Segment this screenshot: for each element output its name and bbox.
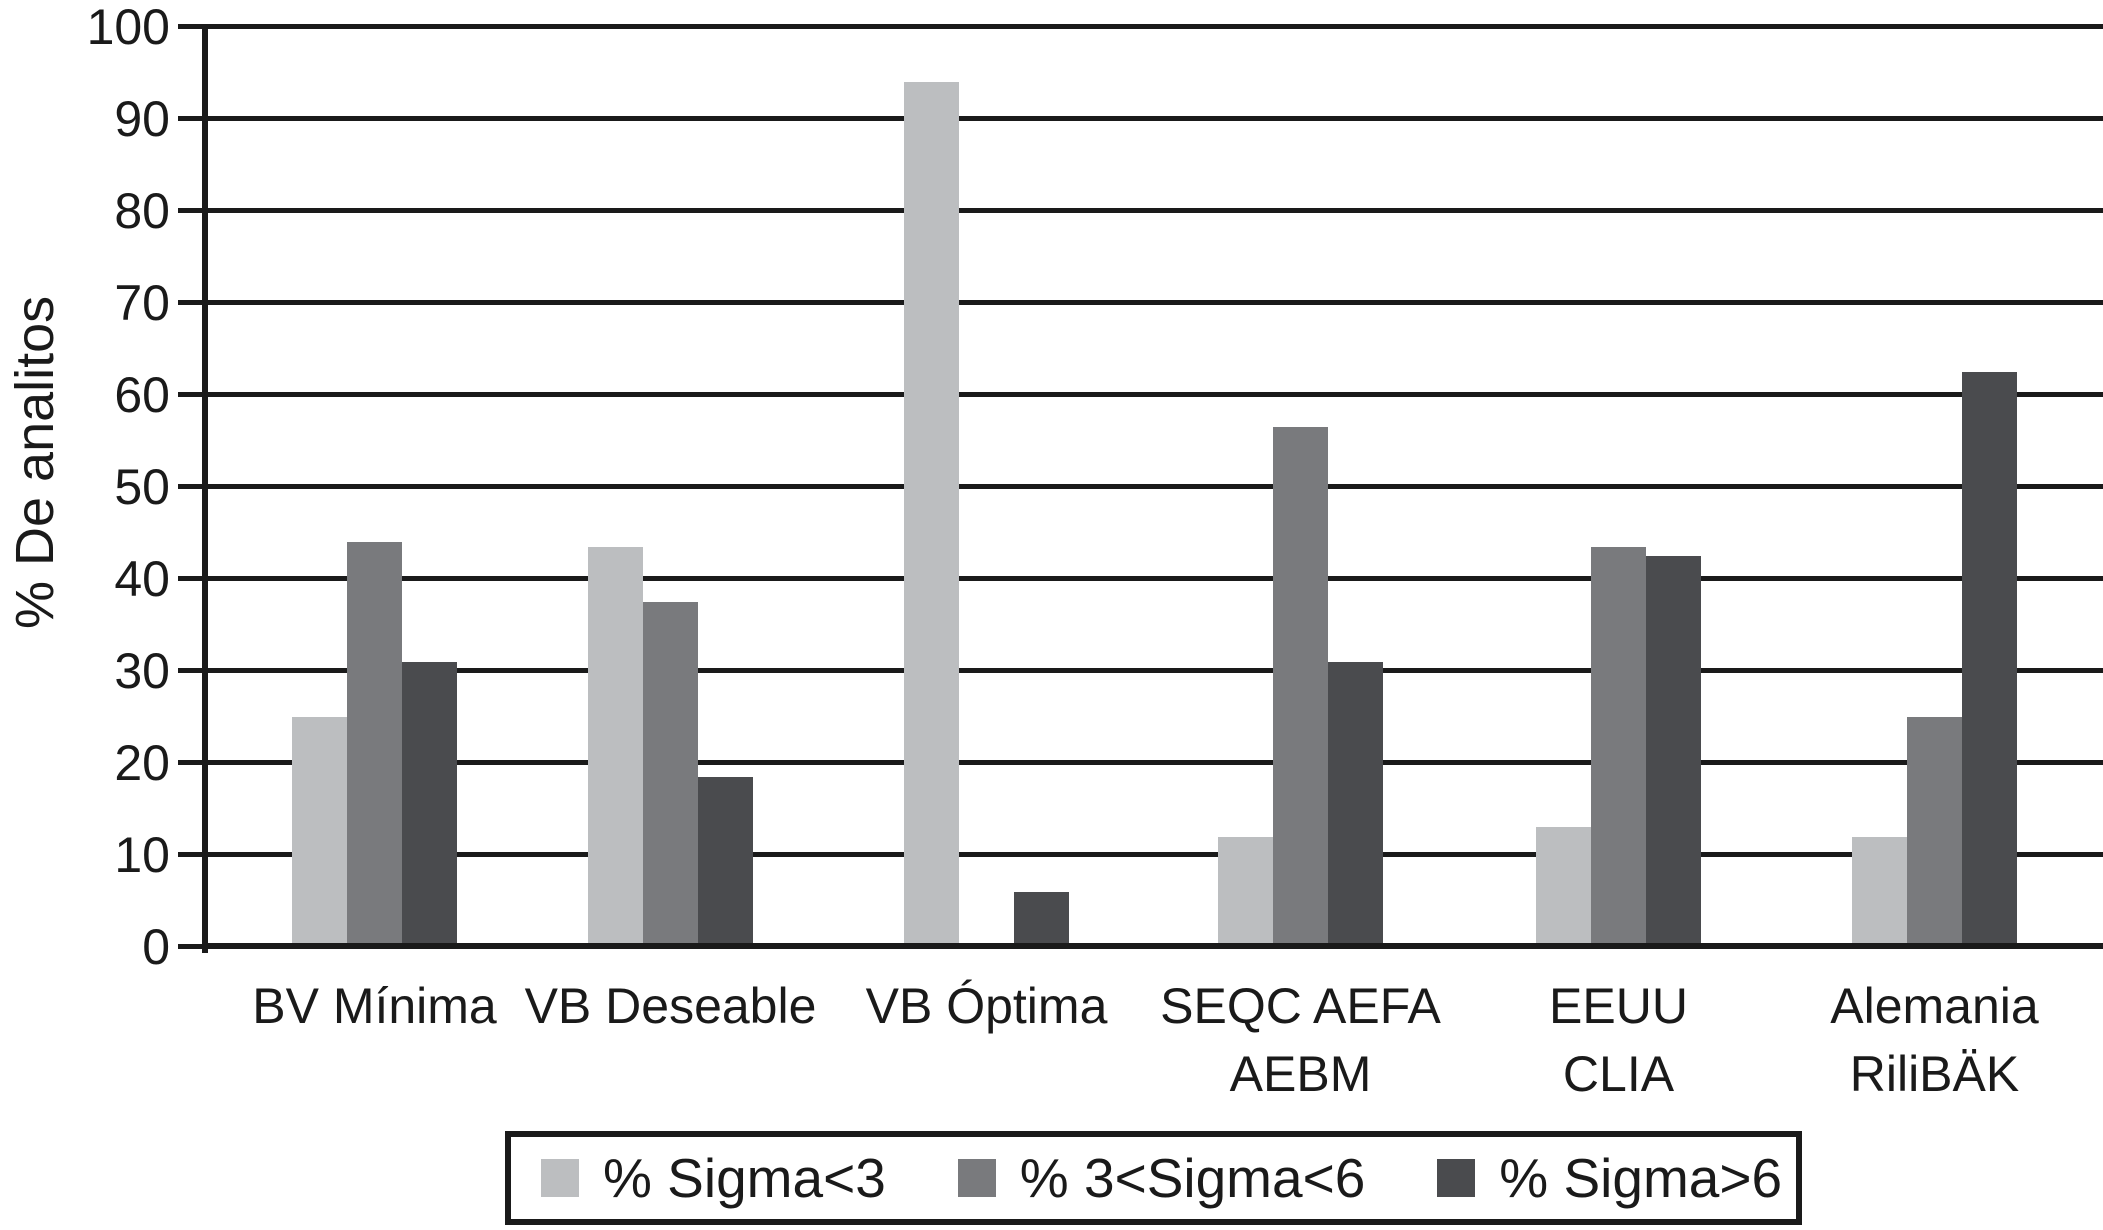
gridline-100: [208, 24, 2103, 29]
bar-s1-c3: [1273, 427, 1328, 947]
bar-s1-c5: [1907, 717, 1962, 947]
category-label-line: VB Óptima: [865, 978, 1108, 1034]
gridline-40: [208, 576, 2103, 581]
category-label-5: Alemania RiliBÄK: [1715, 972, 2103, 1108]
gridline-90: [208, 116, 2103, 121]
bar-s2-c0: [402, 661, 457, 947]
legend-label-2: % Sigma>6: [1499, 1147, 1783, 1209]
bar-s0-c3: [1218, 836, 1273, 947]
legend-entry-2: % Sigma>6: [1437, 1146, 1782, 1210]
gridline-10: [208, 852, 2103, 857]
y-tick-0: [178, 944, 208, 949]
category-label-line: RiliBÄK: [1849, 1046, 2020, 1102]
y-tick-label-10: 10: [114, 827, 170, 883]
bar-s0-c4: [1536, 827, 1591, 947]
bar-s1-c1: [643, 602, 698, 947]
category-label-line: CLIA: [1562, 1046, 1675, 1102]
y-tick-40: [178, 576, 208, 581]
legend-swatch-2: [1437, 1159, 1476, 1197]
legend: % Sigma<3 % 3<Sigma<6 % Sigma>6: [505, 1131, 1802, 1225]
y-tick-label-90: 90: [114, 91, 170, 147]
category-label-line: BV Mínima: [252, 978, 497, 1034]
bar-s0-c0: [292, 717, 347, 947]
gridline-20: [208, 760, 2103, 765]
category-label-line: Alemania: [1830, 978, 2039, 1034]
category-label-line: SEQC AEFA: [1160, 978, 1441, 1034]
bar-s0-c2: [904, 82, 959, 947]
gridline-60: [208, 392, 2103, 397]
y-tick-90: [178, 116, 208, 121]
gridline-30: [208, 668, 2103, 673]
category-label-line: VB Deseable: [524, 978, 817, 1034]
legend-label-1: % 3<Sigma<6: [1019, 1147, 1366, 1209]
x-axis-baseline: [208, 943, 2103, 949]
category-label-2: VB Óptima: [767, 972, 1207, 1040]
legend-entry-0: % Sigma<3: [541, 1146, 886, 1210]
gridline-80: [208, 208, 2103, 213]
y-tick-label-80: 80: [114, 183, 170, 239]
category-label-4: EEUU CLIA: [1399, 972, 1839, 1108]
y-tick-label-50: 50: [114, 459, 170, 515]
category-label-0: BV Mínima: [155, 972, 595, 1040]
y-tick-label-20: 20: [114, 735, 170, 791]
plot-area: 0 10 20 30 40 50 60 70 80 90 100: [87, 0, 2103, 975]
y-tick-60: [178, 392, 208, 397]
y-tick-20: [178, 760, 208, 765]
y-tick-70: [178, 300, 208, 305]
category-label-line: AEBM: [1229, 1046, 1372, 1102]
category-label-line: EEUU: [1549, 978, 1688, 1034]
x-axis-labels: BV Mínima VB Deseable VB Óptima SEQC AEFA AE…: [208, 972, 2103, 1132]
bar-s0-c1: [588, 546, 643, 947]
legend-label-0: % Sigma<3: [603, 1147, 886, 1209]
y-tick-label-60: 60: [114, 367, 170, 423]
category-label-1: VB Deseable: [451, 972, 891, 1040]
bar-s1-c4: [1591, 546, 1646, 947]
bar-s2-c2: [1014, 891, 1069, 947]
gridline-70: [208, 300, 2103, 305]
y-tick-label-40: 40: [114, 551, 170, 607]
bar-s2-c5: [1962, 372, 2017, 947]
y-tick-label-30: 30: [114, 643, 170, 699]
y-tick-10: [178, 852, 208, 857]
bar-s2-c4: [1646, 556, 1701, 947]
y-tick-80: [178, 208, 208, 213]
legend-swatch-1: [957, 1159, 996, 1197]
bar-s2-c1: [698, 776, 753, 947]
category-label-3: SEQC AEFA AEBM: [1081, 972, 1521, 1108]
bar-s2-c3: [1328, 661, 1383, 947]
bar-s0-c5: [1852, 836, 1907, 947]
gridline-50: [208, 484, 2103, 489]
y-tick-100: [178, 24, 208, 29]
y-tick-50: [178, 484, 208, 489]
y-tick-label-100: 100: [86, 0, 170, 55]
bar-s1-c0: [347, 542, 402, 947]
legend-swatch-0: [541, 1159, 579, 1197]
y-tick-label-0: 0: [142, 919, 170, 975]
y-tick-30: [178, 668, 208, 673]
legend-entry-1: % 3<Sigma<6: [957, 1146, 1366, 1210]
y-tick-label-70: 70: [114, 275, 170, 331]
